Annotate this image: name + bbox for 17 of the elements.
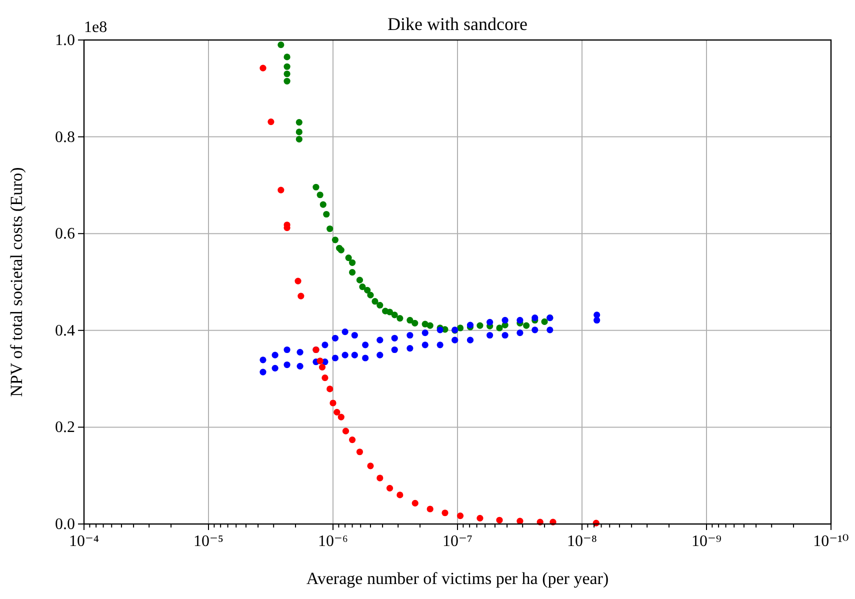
y-tick-label: 0.6 <box>55 226 75 243</box>
x-tick-label: 10⁻⁹ <box>691 533 722 550</box>
x-tick-label: 10⁻⁸ <box>566 533 598 550</box>
y-tick-label: 0.8 <box>55 128 75 146</box>
x-tick-label: 10⁻⁶ <box>318 533 348 550</box>
y-tick-label: 0.4 <box>55 322 75 340</box>
chart-title: Dike with sandcore <box>388 14 528 34</box>
y-tick-label: 0.0 <box>55 516 75 533</box>
x-tick-label: 10⁻⁵ <box>193 533 224 550</box>
x-tick-label: 10⁻⁷ <box>442 533 473 550</box>
text: 1e8 <box>84 19 108 36</box>
x-tick-label: 10⁻¹⁰ <box>813 533 849 550</box>
y-tick-label: 0.2 <box>55 419 75 436</box>
x-axis-title: Average number of victims per ha (per year) <box>306 569 609 588</box>
y-tick-label: 1.0 <box>55 32 75 49</box>
x-tick-label: 10⁻⁴ <box>68 533 100 550</box>
y-axis-title: NPV of total societal costs (Euro) <box>7 167 26 397</box>
